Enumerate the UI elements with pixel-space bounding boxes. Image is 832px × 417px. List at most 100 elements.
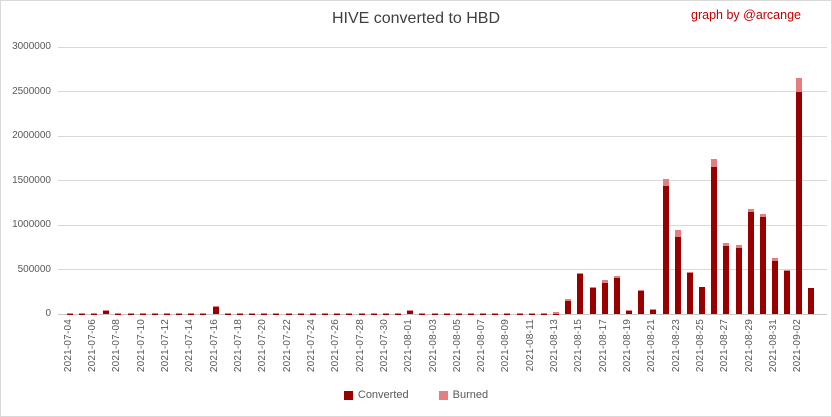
x-tick-label: 2021-07-24 — [305, 319, 317, 373]
bar-stack — [249, 312, 256, 314]
bar-stack — [285, 312, 292, 314]
bar-burned-segment — [443, 312, 450, 314]
bar-converted-segment — [808, 288, 815, 314]
bar-burned-segment — [528, 312, 535, 314]
x-tick-label: 2021-07-22 — [281, 319, 293, 373]
bar-stack — [638, 290, 645, 314]
bar-burned-segment — [455, 312, 462, 314]
bar-stack — [650, 308, 657, 314]
bar-burned-segment — [176, 312, 183, 314]
x-tick-label: 2021-07-06 — [87, 319, 99, 373]
bar-stack — [91, 312, 98, 314]
bar-burned-segment — [467, 312, 474, 314]
bar-burned-segment — [504, 312, 511, 314]
y-tick-label: 500000 — [17, 263, 51, 275]
bar-stack — [334, 312, 341, 314]
x-tick-label: 2021-07-08 — [111, 319, 123, 373]
bar-burned-segment — [91, 312, 98, 314]
bar-burned-segment — [796, 78, 803, 93]
gridline — [58, 269, 827, 270]
x-tick-label: 2021-08-11 — [524, 319, 536, 372]
bar-burned-segment — [650, 308, 657, 310]
legend-swatch-converted — [343, 390, 353, 400]
bar-burned-segment — [723, 242, 730, 247]
bar-converted-segment — [103, 310, 110, 314]
bar-stack — [395, 312, 402, 314]
bar-stack — [431, 312, 438, 314]
x-tick-label: 2021-08-31 — [767, 319, 779, 373]
bar-stack — [224, 312, 231, 314]
x-tick-label: 2021-08-29 — [743, 319, 755, 373]
bar-converted-segment — [626, 311, 633, 314]
x-tick-label: 2021-08-07 — [476, 319, 488, 373]
bar-burned-segment — [212, 306, 219, 308]
gridline — [58, 46, 827, 48]
bar-burned-segment — [382, 312, 389, 314]
bar-stack — [480, 312, 487, 314]
bar-burned-segment — [638, 290, 645, 292]
x-tick-label: 2021-07-30 — [378, 319, 390, 373]
bar-converted-segment — [565, 300, 572, 314]
bar-stack — [674, 229, 681, 314]
bar-converted-segment — [589, 288, 596, 314]
y-tick-label: 1500000 — [12, 174, 51, 186]
x-tick-label: 2021-08-05 — [451, 319, 463, 373]
bar-burned-segment — [711, 158, 718, 168]
bar-stack — [796, 78, 803, 314]
bar-converted-segment — [407, 311, 414, 314]
x-tick-label: 2021-08-17 — [597, 319, 609, 373]
bar-stack — [492, 312, 499, 314]
bar-stack — [686, 272, 693, 314]
bar-stack — [528, 312, 535, 314]
bar-burned-segment — [115, 312, 122, 314]
bar-burned-segment — [540, 312, 547, 314]
bar-converted-segment — [771, 260, 778, 314]
bar-converted-segment — [759, 217, 766, 314]
legend: Converted Burned — [1, 389, 831, 401]
x-tick-label: 2021-08-23 — [670, 319, 682, 373]
bar-burned-segment — [224, 312, 231, 314]
bar-stack — [808, 287, 815, 314]
bar-burned-segment — [127, 312, 134, 314]
bar-stack — [467, 312, 474, 314]
bar-converted-segment — [674, 236, 681, 314]
bar-stack — [115, 312, 122, 314]
bar-converted-segment — [699, 287, 706, 314]
x-axis-line — [58, 313, 827, 315]
chart-title: HIVE converted to HBD — [331, 10, 501, 27]
bar-burned-segment — [66, 312, 73, 314]
bar-burned-segment — [771, 257, 778, 261]
bar-burned-segment — [358, 312, 365, 314]
x-tick-label: 2021-08-27 — [719, 319, 731, 373]
x-tick-label: 2021-08-03 — [427, 319, 439, 373]
x-tick-label: 2021-07-20 — [257, 319, 269, 373]
bar-converted-segment — [711, 167, 718, 314]
bar-stack — [747, 209, 754, 314]
bar-converted-segment — [796, 92, 803, 314]
x-tick-label: 2021-07-18 — [232, 319, 244, 373]
bar-burned-segment — [589, 286, 596, 289]
x-tick-label: 2021-07-28 — [354, 319, 366, 373]
bar-stack — [504, 312, 511, 314]
bar-burned-segment — [285, 312, 292, 314]
legend-item-converted: Converted — [343, 389, 409, 401]
bar-stack — [662, 179, 669, 314]
bar-burned-segment — [188, 312, 195, 314]
bar-stack — [127, 312, 134, 314]
bar-stack — [322, 312, 329, 314]
x-tick-label: 2021-07-14 — [184, 319, 196, 373]
legend-item-burned: Burned — [438, 389, 488, 401]
bar-stack — [771, 257, 778, 314]
bar-stack — [382, 312, 389, 314]
x-tick-label: 2021-07-26 — [330, 319, 342, 373]
x-tick-label: 2021-07-12 — [159, 319, 171, 373]
bar-burned-segment — [419, 312, 426, 314]
y-tick-label: 2000000 — [12, 130, 51, 141]
x-tick-label: 2021-07-10 — [135, 319, 147, 373]
bar-burned-segment — [565, 299, 572, 301]
bar-burned-segment — [577, 272, 584, 274]
bar-stack — [103, 310, 110, 314]
bar-stack — [236, 312, 243, 314]
x-tick-label: 2021-08-01 — [403, 319, 415, 373]
